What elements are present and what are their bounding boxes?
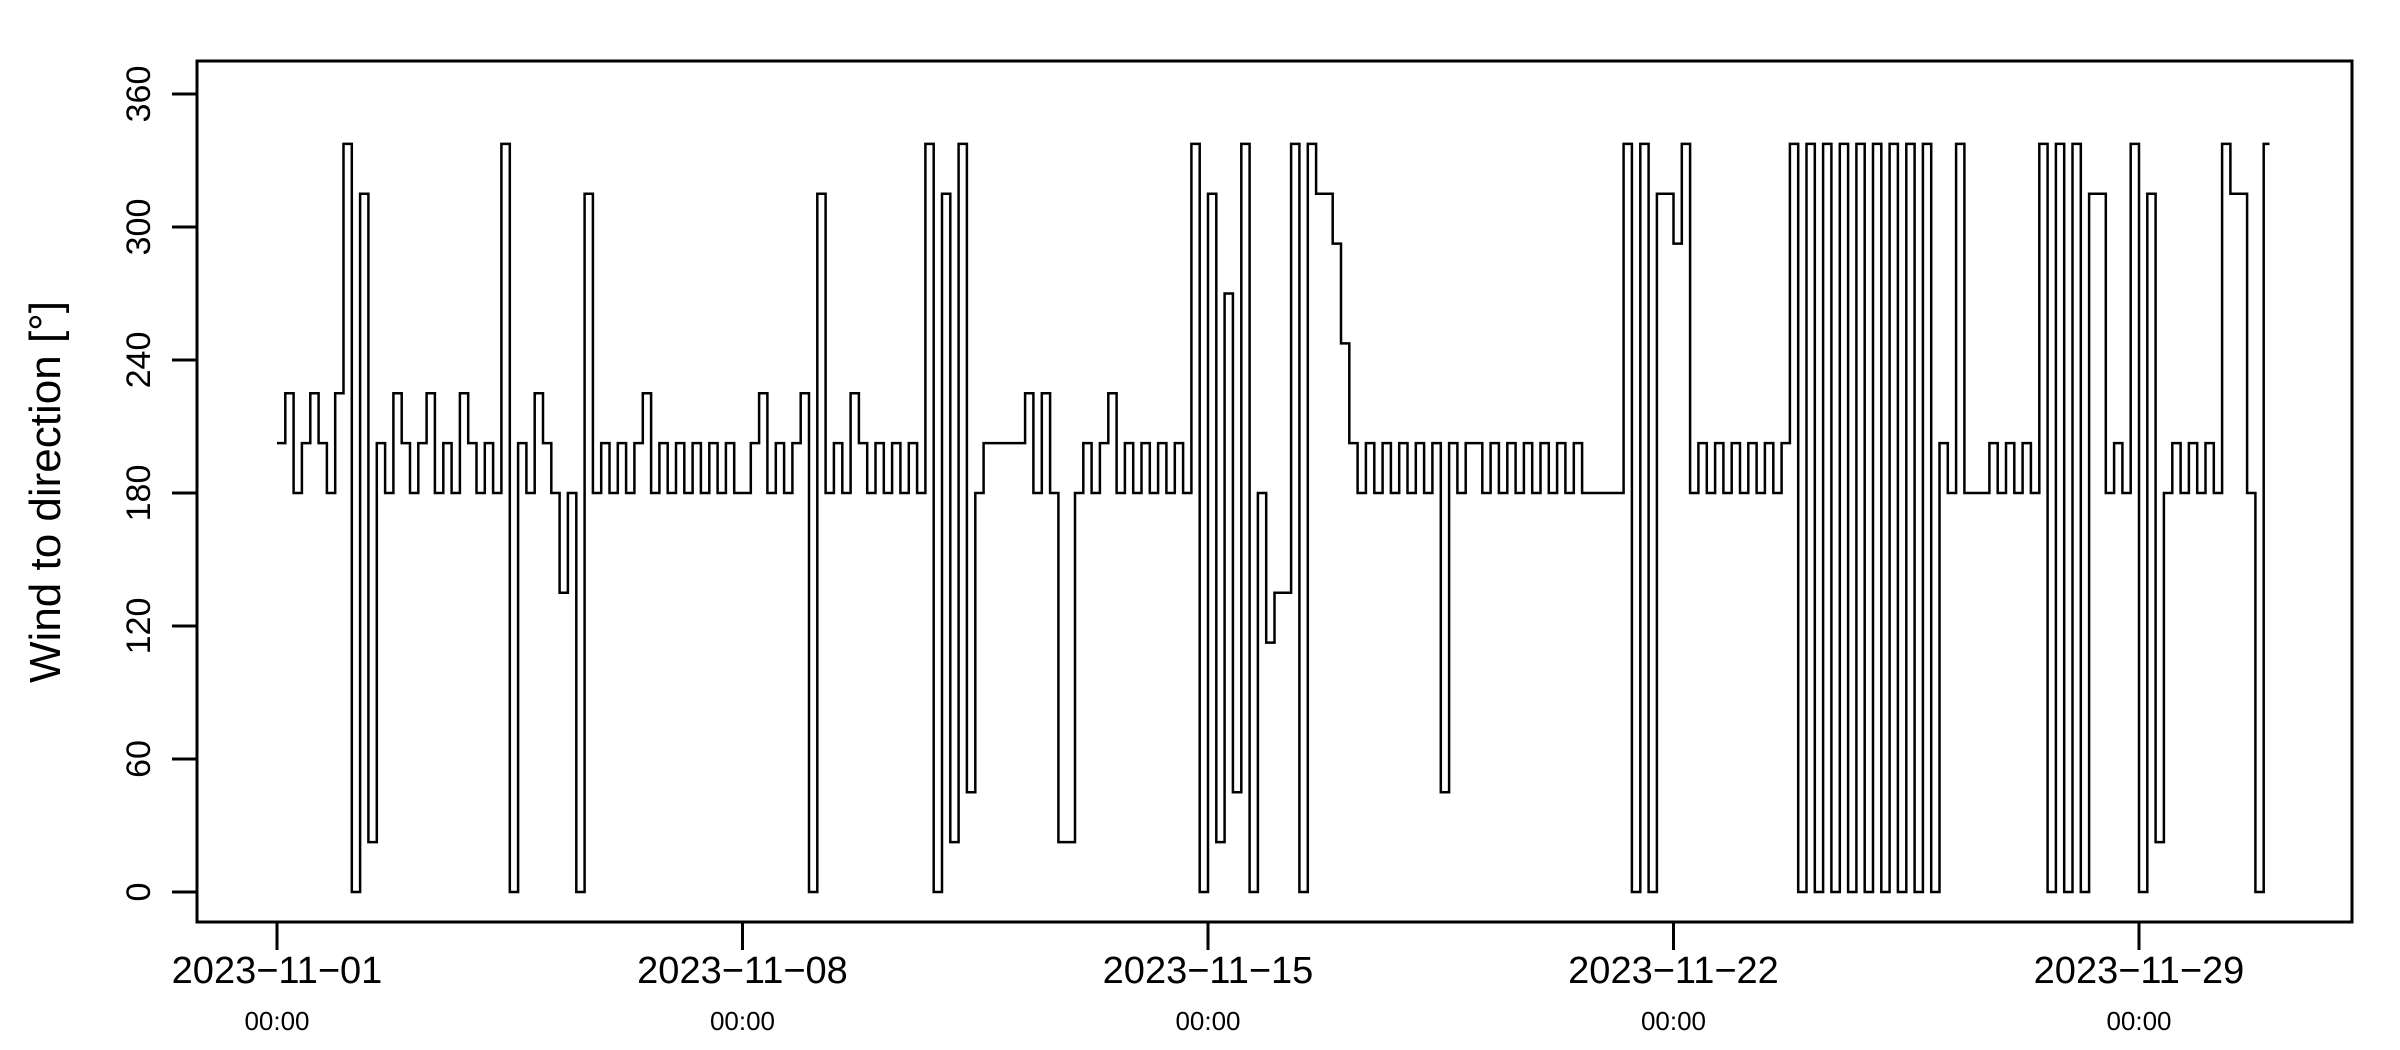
plot-frame <box>195 59 2354 924</box>
y-tick-label: 0 <box>120 883 158 902</box>
x-tick-date-label: 2023−11−15 <box>1103 950 1314 992</box>
x-tick-date-label: 2023−11−08 <box>637 950 848 992</box>
x-tick-date-label: 2023−11−29 <box>2034 950 2245 992</box>
y-tick-label: 180 <box>120 465 158 522</box>
x-tick-time-label: 00:00 <box>244 1006 309 1036</box>
x-axis: 2023−11−01 00:00 2023−11−08 00:00 2023−11−15… <box>172 920 2245 1036</box>
y-tick-label: 120 <box>120 598 158 655</box>
y-tick-label: 240 <box>120 332 158 389</box>
x-tick-date-label: 2023−11−22 <box>1568 950 1779 992</box>
x-tick-time-label: 00:00 <box>1175 1006 1240 1036</box>
x-tick-time-label: 00:00 <box>710 1006 775 1036</box>
x-tick-time-label: 00:00 <box>2106 1006 2171 1036</box>
y-axis-label: Wind to direction [°] <box>21 301 70 683</box>
y-tick-label: 60 <box>120 740 158 778</box>
y-axis: 0 60 120 180 240 300 360 <box>120 66 199 902</box>
series-line <box>277 142 2270 894</box>
y-tick-label: 360 <box>120 66 158 123</box>
x-tick-date-label: 2023−11−01 <box>172 950 383 992</box>
y-tick-label: 300 <box>120 199 158 256</box>
x-tick-time-label: 00:00 <box>1641 1006 1706 1036</box>
